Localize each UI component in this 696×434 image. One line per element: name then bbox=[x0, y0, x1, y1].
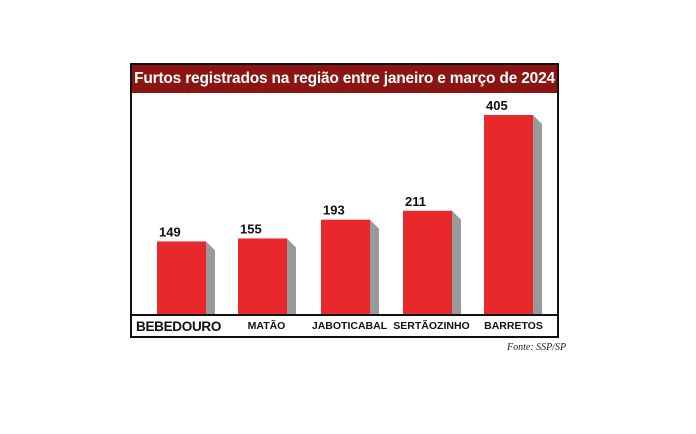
chart-frame: Furtos registrados na região entre janei… bbox=[130, 63, 559, 338]
bar-shadow bbox=[452, 210, 461, 315]
bar-jaboticabal bbox=[321, 219, 370, 315]
category-label: BARRETOS bbox=[484, 320, 543, 332]
value-label: 211 bbox=[405, 194, 426, 209]
bar-matão bbox=[238, 238, 287, 315]
bar-chart: 149 155 193 211 405 BEBEDOURO MATÃO JABOTICABAL… bbox=[132, 98, 557, 334]
category-label: MATÃO bbox=[248, 319, 286, 332]
bar-barretos bbox=[484, 115, 533, 315]
value-label: 155 bbox=[240, 221, 262, 236]
category-label: SERTÃOZINHO bbox=[393, 319, 469, 332]
category-label: JABOTICABAL bbox=[312, 320, 388, 332]
source-note: Fonte: SSP/SP bbox=[507, 342, 567, 353]
value-label: 193 bbox=[323, 203, 345, 218]
bar-shadow bbox=[206, 241, 215, 315]
bar-shadow bbox=[287, 238, 296, 315]
value-label: 149 bbox=[159, 224, 181, 239]
chart-title: Furtos registrados na região entre janei… bbox=[132, 65, 557, 93]
value-label: 405 bbox=[486, 98, 508, 113]
bar-shadow bbox=[533, 115, 542, 315]
category-label: BEBEDOURO bbox=[136, 319, 221, 334]
bar-sertãozinho bbox=[403, 210, 452, 315]
bar-bebedouro bbox=[157, 241, 206, 315]
bar-shadow bbox=[370, 219, 379, 315]
